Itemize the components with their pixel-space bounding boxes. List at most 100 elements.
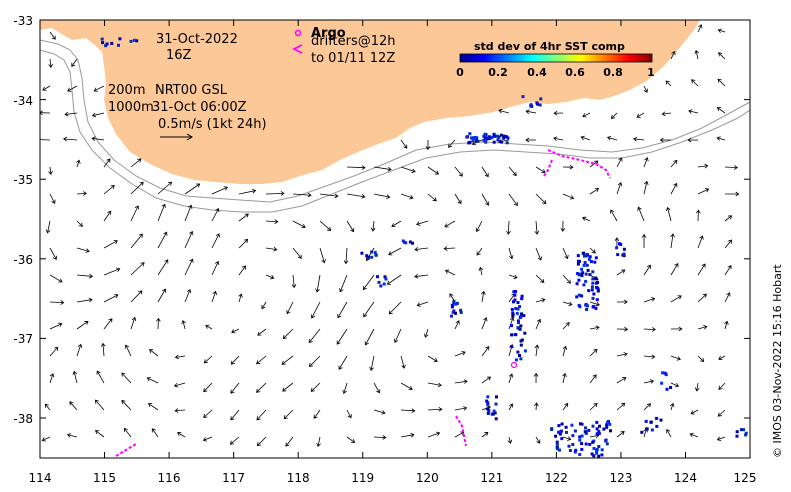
sst-pixel [459,308,463,312]
current-arrow [616,326,629,332]
current-arrow [670,50,676,60]
sst-pixel [583,261,587,264]
current-arrow [641,233,647,249]
current-arrow [643,180,649,195]
current-arrow [211,233,220,249]
sst-pixel [510,345,514,348]
sst-pixel [590,452,594,456]
current-arrow [49,322,63,330]
current-arrow [724,320,729,330]
current-arrow [76,320,89,330]
sst-pixel [587,289,591,293]
sst-pixel [584,279,588,283]
current-arrow [69,401,78,411]
current-arrow [211,186,229,195]
sst-pixel [518,305,521,309]
x-axis-labels: 114 115 116 117 118 119 120 121 122 123 … [29,471,757,485]
sst-pixel [510,333,514,337]
current-arrow [388,247,402,256]
sst-pixel [595,432,599,436]
current-arrow [336,328,348,345]
sst-pixel [365,254,369,258]
current-arrow [49,274,63,283]
current-arrow [589,402,598,411]
current-arrow [444,269,456,276]
sst-pixel [496,138,500,142]
sst-pixel [609,429,612,433]
sst-pixel [518,354,521,357]
sst-pixel [521,95,525,99]
sst-pixel [579,422,582,426]
drifter-legend-line1: drifters@12h [311,34,396,49]
current-arrow [103,185,115,195]
sst-pixel [665,387,669,391]
sst-pixel [370,250,374,254]
sst-pixel [516,326,520,330]
current-arrow [553,136,564,141]
current-arrow [444,220,456,228]
sst-pixel [117,43,120,47]
sst-pixel [486,403,490,407]
current-arrow [373,193,391,199]
sst-pixel [576,254,580,258]
current-arrow [157,288,167,303]
current-arrow [229,436,240,445]
current-arrow [643,297,656,303]
current-arrow [691,79,699,87]
sst-pixel [597,445,601,448]
current-arrow [582,112,591,118]
sst-pixel [585,308,589,311]
sst-pixel [502,134,506,138]
current-arrow [724,215,733,222]
current-arrow [103,267,121,276]
current-arrow [643,327,656,332]
sst-pixel [515,311,519,315]
current-arrow [716,436,726,441]
sst-pixel [592,447,596,450]
current-arrow [319,193,339,199]
sst-pixel [513,298,517,302]
sst-pixel [450,314,453,318]
current-arrow [562,372,567,384]
sst-pixel [488,135,491,139]
sst-pixel [584,442,588,446]
sst-pixel [597,431,601,435]
colorbar-title: std dev of 4hr SST comp [474,40,625,53]
sst-pixel [555,447,559,451]
sst-pixel [514,290,517,293]
sst-pixel [564,425,568,429]
current-arrow [292,220,306,229]
current-arrow [427,431,441,438]
sst-pixel [486,395,490,399]
sst-pixel [411,241,414,245]
sst-pixel [588,273,592,277]
sst-pixel [384,277,388,281]
sst-pixel [483,136,487,140]
sst-pixel [588,255,592,259]
current-arrow [414,246,429,252]
sst-pixel [502,136,506,140]
current-arrow [535,274,545,283]
sst-pixel [605,425,609,429]
current-arrow [130,181,144,195]
sst-pixel [486,401,490,405]
sst-pixel [101,41,105,45]
sst-pixel [520,297,524,301]
current-arrow [230,355,240,365]
sst-pixel [664,373,668,377]
current-arrow [147,403,159,411]
sst-pixel [459,311,463,314]
current-arrow [42,85,51,91]
current-arrow [416,301,429,307]
sst-pixel [529,104,533,108]
current-arrow [475,220,483,233]
current-arrow [718,52,726,60]
current-arrow [616,182,623,195]
sst-pixel [578,305,582,309]
sst-pixel [596,280,600,284]
current-arrow [661,111,672,117]
sst-pixel [383,275,387,279]
sst-pixel [568,449,572,452]
current-arrow [282,382,294,392]
current-arrow [507,436,513,444]
